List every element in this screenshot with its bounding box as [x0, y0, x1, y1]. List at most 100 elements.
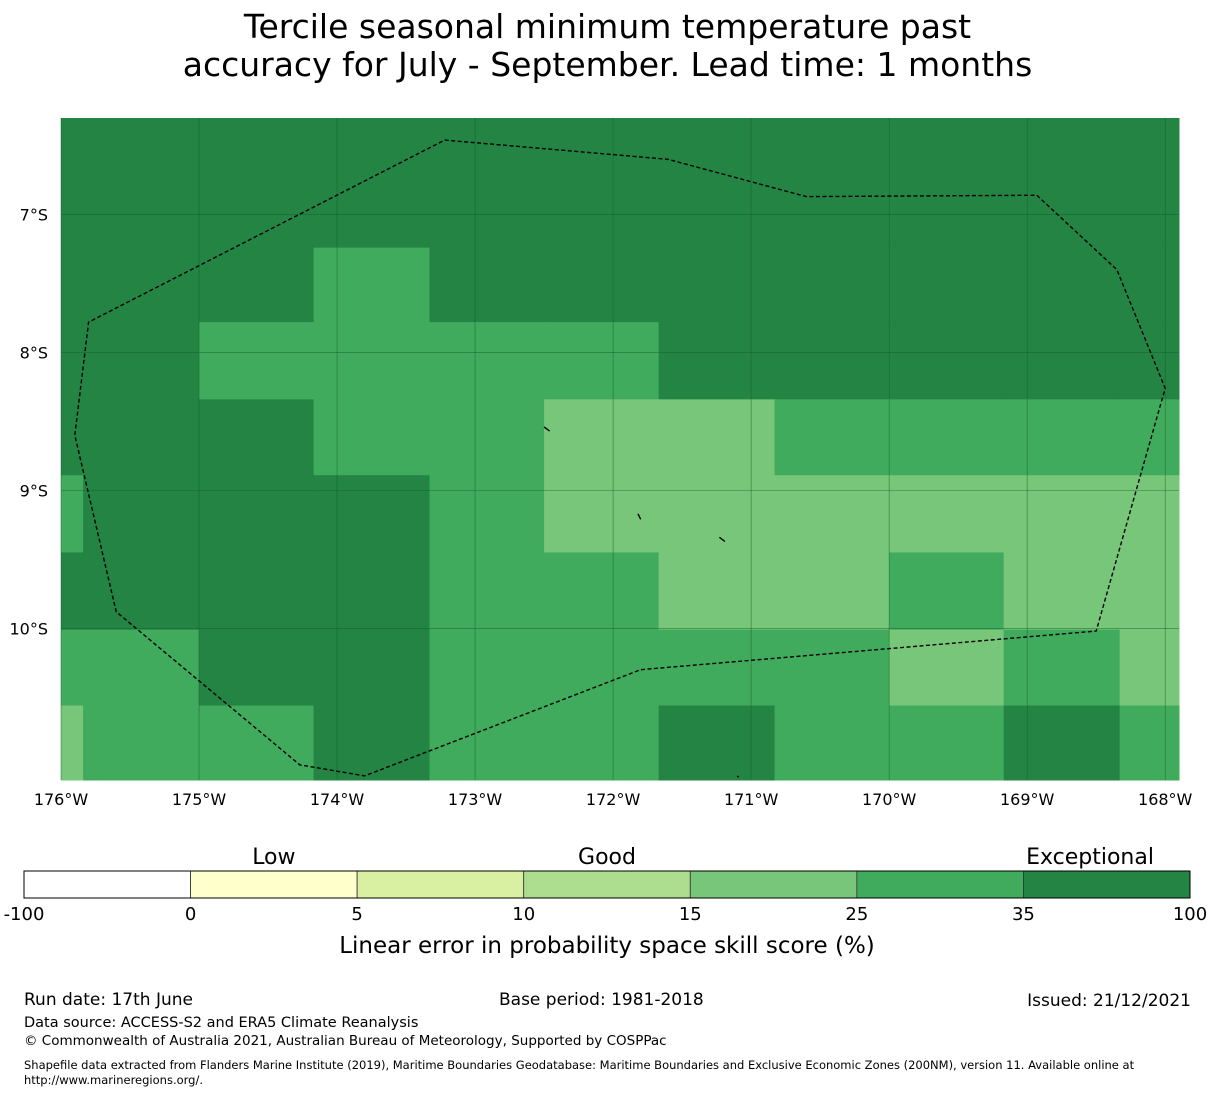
grid-cell [1119, 475, 1180, 553]
grid-cell [61, 399, 84, 476]
grid-cell [1003, 705, 1121, 781]
latitude-label: 9°S [20, 481, 48, 500]
colorbar-tick-label: 0 [185, 904, 196, 925]
grid-cell [313, 322, 431, 400]
grid-cell [774, 247, 890, 323]
latitude-tick-labels: 7°S 8°S 9°S 10°S [9, 206, 48, 639]
grid-cell [313, 629, 431, 707]
chart-title: Tercile seasonal minimum temperature pas… [0, 8, 1215, 84]
colorbar-bin [356, 870, 525, 899]
grid-cell [544, 399, 660, 476]
colorbar-tick-label: 15 [679, 904, 702, 925]
grid-cell [889, 118, 1005, 249]
run-date: Run date: 17th June [24, 990, 193, 1010]
colorbar-bin [190, 870, 358, 899]
island-outline [637, 513, 642, 520]
grid-cell [658, 705, 776, 781]
grid-cell [199, 247, 315, 323]
grid-cell [658, 322, 776, 400]
graticule [60, 118, 1179, 780]
island-outline [736, 775, 740, 778]
longitude-tick-labels: 176°W 175°W 174°W 173°W 172°W 171°W 170°W 169°W… [34, 790, 1193, 809]
colorbar-tick-labels: -100 0 5 10 15 25 35 100 [4, 904, 1208, 925]
grid-cell [544, 322, 660, 400]
grid-cell [1119, 118, 1180, 249]
data-source: Data source: ACCESS-S2 and ERA5 Climate … [24, 1015, 419, 1031]
grid-cell [1119, 399, 1180, 476]
grid-cell [1119, 247, 1180, 323]
grid-cell [199, 118, 315, 249]
grid-cell [1003, 247, 1121, 323]
latitude-label: 7°S [20, 206, 48, 225]
grid-cell [199, 705, 315, 781]
grid-cell [313, 399, 431, 476]
grid-cell [1119, 629, 1180, 707]
grid-cell [1119, 322, 1180, 400]
grid-cell [429, 322, 545, 400]
colorbar-bin [1023, 870, 1191, 899]
shapefile-credit: Shapefile data extracted from Flanders M… [24, 1058, 1135, 1072]
eez-boundary-layer [74, 139, 1166, 777]
colorbar-tick-label: 10 [512, 904, 535, 925]
grid-cell [83, 399, 200, 476]
copyright-notice: © Commonwealth of Australia 2021, Austra… [24, 1033, 667, 1049]
grid-cell [1119, 552, 1180, 631]
grid-cell [889, 552, 1005, 631]
grid-cell [199, 552, 315, 631]
grid-cell [313, 118, 431, 249]
grid-cell [774, 475, 890, 553]
grid-cell [199, 629, 315, 707]
grid-cell [313, 475, 431, 553]
colorbar-axis-label: Linear error in probability space skill … [339, 933, 875, 959]
grid-cell [658, 552, 776, 631]
grid-cell [429, 705, 545, 781]
island-outline [543, 426, 551, 432]
grid-cell [429, 552, 545, 631]
grid-cell [83, 247, 200, 323]
grid-cell [429, 629, 545, 707]
grid-cell [429, 247, 545, 323]
grid-cell [61, 247, 84, 323]
grid-cell [889, 629, 1005, 707]
grid-cell [658, 118, 776, 249]
skill-grid [61, 118, 1180, 781]
colorbar-frame [23, 870, 1191, 899]
grid-cell [1003, 629, 1121, 707]
base-period: Base period: 1981-2018 [499, 990, 704, 1010]
colorbar-category-exceptional: Exceptional [1026, 845, 1154, 870]
title-line-2: accuracy for July - September. Lead time… [182, 45, 1033, 84]
grid-cell [61, 552, 84, 631]
grid-cell [83, 705, 200, 781]
grid-cell [544, 629, 660, 707]
grid-cell [774, 629, 890, 707]
shapefile-url: http://www.marineregions.org/. [24, 1073, 203, 1087]
island-outline [718, 536, 726, 542]
colorbar-tick-label: 25 [845, 904, 868, 925]
colorbar-bin [689, 870, 858, 899]
islands-layer [543, 426, 740, 778]
grid-cell [658, 247, 776, 323]
colorbar-tick-label: 35 [1012, 904, 1035, 925]
colorbar-bin [856, 870, 1024, 899]
longitude-label: 172°W [586, 790, 641, 809]
grid-cell [889, 399, 1005, 476]
longitude-label: 170°W [862, 790, 917, 809]
longitude-label: 169°W [1000, 790, 1055, 809]
latitude-label: 10°S [9, 619, 48, 638]
grid-cell [199, 399, 315, 476]
longitude-label: 175°W [172, 790, 227, 809]
grid-cell [61, 118, 84, 249]
grid-cell [658, 629, 776, 707]
colorbar-category-good: Good [578, 845, 636, 870]
grid-cell [1003, 399, 1121, 476]
eez-boundary-line [74, 139, 1166, 777]
grid-cell [889, 475, 1005, 553]
grid-cell [313, 705, 431, 781]
colorbar-bin [523, 870, 691, 899]
grid-cell [889, 705, 1005, 781]
grid-cell [61, 705, 84, 781]
colorbar: Low Good Exceptional Linear error in probab… [23, 845, 1191, 959]
longitude-label: 171°W [724, 790, 779, 809]
grid-cell [544, 118, 660, 249]
